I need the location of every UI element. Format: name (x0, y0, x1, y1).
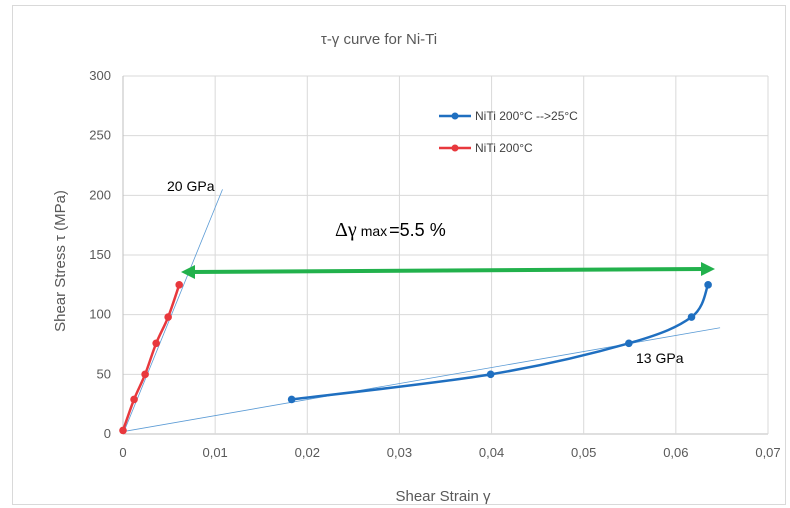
trendline-20gpa (122, 189, 223, 435)
y-tick-label: 50 (97, 366, 111, 381)
y-tick-label: 200 (89, 187, 111, 202)
chart-title: τ-γ curve for Ni-Ti (321, 31, 437, 48)
delta-arrow (181, 262, 715, 279)
arrow-shaft (190, 267, 706, 274)
series-line-2 (121, 284, 181, 431)
y-tick-label: 0 (104, 426, 111, 441)
grid (122, 75, 769, 435)
data-point (130, 395, 138, 404)
x-tick-label: 0,04 (479, 445, 504, 460)
y-tick-label: 300 (89, 68, 111, 83)
tick-labels: 0 50 100 150 200 250 300 0 0,01 0,02 0,03 0,04 0,05 0… (89, 68, 780, 460)
x-tick-label: 0,01 (202, 445, 227, 460)
y-tick-label: 100 (89, 307, 111, 322)
data-point (119, 426, 127, 435)
y-tick-label: 150 (89, 247, 111, 262)
x-tick-label: 0,07 (755, 445, 780, 460)
x-tick-label: 0,02 (295, 445, 320, 460)
x-tick-label: 0,03 (387, 445, 412, 460)
data-point (486, 370, 495, 379)
data-point (687, 313, 696, 321)
data-point (175, 281, 184, 289)
data-point (164, 313, 172, 321)
annotation-20gpa: 20 GPa (167, 178, 215, 194)
arrow-head-left (181, 265, 195, 279)
x-tick-label: 0,05 (571, 445, 596, 460)
data-point (625, 339, 633, 348)
delta-main: Δγ (335, 219, 357, 241)
y-axis-label: Shear Stress τ (MPa) (52, 190, 69, 332)
data-point (152, 339, 160, 348)
data-point (287, 395, 296, 404)
y-tick-label: 250 (89, 128, 111, 143)
x-axis-label: Shear Strain γ (395, 488, 491, 505)
data-point (704, 281, 712, 289)
chart-frame: τ-γ curve for Ni-Ti 0 50 100 150 200 250 300 0 0… (12, 5, 786, 505)
delta-sub: max (361, 223, 387, 239)
x-tick-label: 0,06 (663, 445, 688, 460)
annotation-delta-gamma: Δγ max =5.5 % (335, 219, 446, 241)
legend-label-2: NiTi 200°C (475, 141, 533, 155)
legend-label-1: NiTi 200°C -->25°C (475, 109, 578, 123)
x-tick-label: 0 (119, 445, 126, 460)
legend-marker-2 (451, 144, 459, 152)
delta-value: =5.5 % (389, 220, 446, 240)
series-group (119, 281, 712, 435)
series-line-1 (291, 284, 710, 401)
data-point (141, 370, 149, 379)
legend: NiTi 200°C -->25°C NiTi 200°C (439, 109, 578, 155)
legend-marker-1 (451, 112, 459, 120)
arrow-head-right (701, 262, 715, 276)
annotation-13gpa: 13 GPa (636, 350, 684, 366)
